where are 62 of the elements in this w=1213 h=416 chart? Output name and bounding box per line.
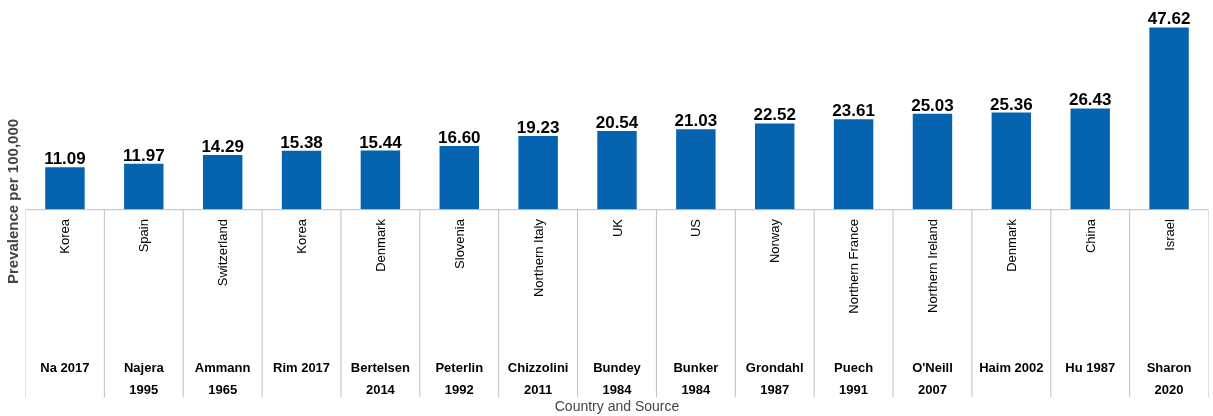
text: Spain — [136, 219, 152, 253]
text: Denmark — [1003, 218, 1019, 272]
text: Northern France — [846, 219, 862, 314]
x-tick-label: Najera 1995 — [123, 359, 165, 398]
bar — [518, 136, 558, 210]
bar — [755, 123, 795, 210]
x-tick-label: O'Neill 2007 — [912, 359, 953, 398]
data-label: 23.61 — [832, 101, 875, 121]
x-tick-label: Peterlin 1992 — [435, 359, 484, 398]
x-tick-label: Rim 2017 — [272, 359, 331, 375]
data-label: 25.03 — [911, 95, 954, 115]
bar — [833, 119, 874, 210]
data-label: 11.09 — [44, 149, 86, 169]
text: Denmark — [372, 218, 388, 272]
x-tick-label: Grondahl 1987 — [745, 359, 804, 398]
data-label: 19.23 — [516, 118, 560, 138]
text: UK — [609, 218, 625, 238]
bar — [439, 146, 479, 210]
text: Israel — [1161, 218, 1177, 251]
bar — [597, 131, 637, 210]
x-tick-label: Na 2017 — [40, 359, 90, 375]
data-label: 14.29 — [201, 136, 244, 156]
x-tick-label: Bertelsen 2014 — [350, 359, 411, 398]
x-tick-label: Bundey 1984 — [593, 359, 642, 398]
text: US — [688, 218, 704, 238]
x-tick-label: Ammann 1965 — [194, 359, 251, 398]
bar — [202, 154, 243, 210]
bar — [1070, 108, 1110, 210]
bar — [360, 150, 401, 210]
x-tick-label: Bunker 1984 — [673, 359, 719, 398]
x-axis-title: Country and Source — [554, 397, 680, 414]
text: Northern Italy — [530, 218, 546, 298]
bar — [124, 163, 164, 210]
x-tick-label: Haim 2002 — [979, 359, 1044, 375]
bar — [912, 113, 953, 210]
bar — [45, 167, 85, 210]
data-label: 15.44 — [359, 132, 403, 152]
text: Switzerland — [215, 219, 231, 287]
x-tick-label: Chizzolini 2011 — [507, 359, 569, 398]
text: Korea — [294, 218, 310, 254]
data-label: 26.43 — [1068, 90, 1112, 110]
data-label: 11.97 — [123, 145, 165, 165]
text: Korea — [57, 218, 73, 254]
bar — [1149, 27, 1189, 210]
bar — [676, 129, 716, 210]
data-label: 22.52 — [753, 105, 797, 125]
x-tick-label: Puech 1991 — [834, 359, 874, 398]
text: China — [1082, 218, 1098, 254]
data-label: 16.60 — [438, 128, 481, 148]
bar — [991, 112, 1032, 210]
data-label: 47.62 — [1147, 9, 1191, 29]
x-tick-label: Hu 1987 — [1065, 359, 1116, 375]
data-label: 15.38 — [280, 132, 323, 152]
data-label: 20.54 — [595, 113, 639, 133]
x-tick-label: Sharon 2020 — [1146, 359, 1192, 398]
text: Norway — [767, 218, 783, 264]
text: Northern Ireland — [924, 219, 940, 313]
text: Slovenia — [451, 218, 467, 269]
data-label: 25.36 — [990, 94, 1033, 114]
data-label: 21.03 — [674, 111, 718, 131]
y-axis-title: Prevalence per 100,000 — [3, 118, 21, 285]
bar — [281, 150, 322, 210]
